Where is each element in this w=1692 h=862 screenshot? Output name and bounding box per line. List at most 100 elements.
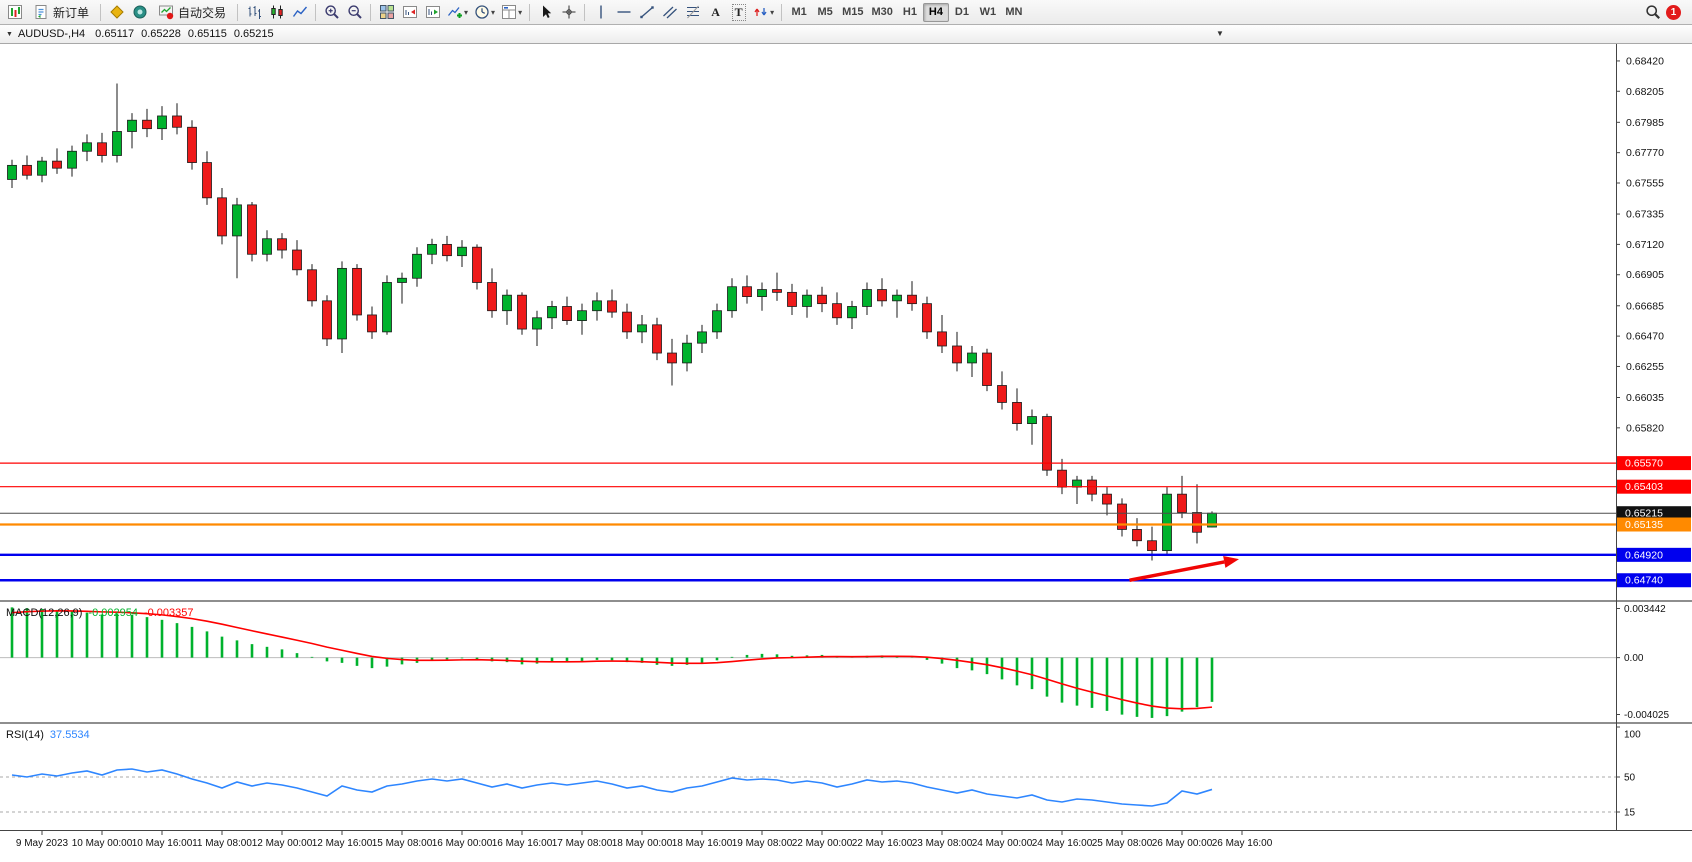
timeframe-m30[interactable]: M30 bbox=[871, 6, 893, 18]
crosshair-button[interactable] bbox=[557, 2, 580, 23]
chevron-down-icon: ▾ bbox=[491, 7, 496, 17]
svg-text:17 May 08:00: 17 May 08:00 bbox=[552, 838, 613, 849]
rsi-line bbox=[11, 768, 1213, 807]
svg-text:15: 15 bbox=[1624, 808, 1636, 819]
line-chart-button[interactable] bbox=[288, 2, 311, 23]
templates-button[interactable]: ▾ bbox=[498, 2, 525, 23]
chart-window-icon bbox=[7, 5, 22, 19]
trendline-tool[interactable] bbox=[635, 2, 658, 23]
svg-text:18 May 00:00: 18 May 00:00 bbox=[612, 838, 673, 849]
svg-text:26 May 16:00: 26 May 16:00 bbox=[1212, 838, 1273, 849]
search-button[interactable] bbox=[1641, 2, 1664, 23]
zoom-out-button[interactable] bbox=[343, 2, 366, 23]
notification-badge[interactable]: 1 bbox=[1666, 4, 1681, 20]
cursor-button[interactable] bbox=[534, 2, 557, 23]
svg-text:19 May 08:00: 19 May 08:00 bbox=[732, 838, 793, 849]
new-chart-button[interactable] bbox=[3, 2, 26, 23]
svg-text:0.66685: 0.66685 bbox=[1626, 300, 1664, 312]
svg-text:0.66035: 0.66035 bbox=[1626, 392, 1664, 404]
macd-histogram bbox=[10, 607, 1214, 718]
auto-scroll-icon bbox=[425, 6, 440, 18]
chart-symbol-period: AUDUSD-,H4 bbox=[17, 28, 86, 40]
svg-text:0.66255: 0.66255 bbox=[1626, 361, 1664, 373]
toolbar-separator bbox=[529, 3, 531, 21]
chart-shift-button[interactable] bbox=[398, 2, 421, 23]
macd-scale[interactable]: 0.003442 0.00 -0.004025 bbox=[1616, 604, 1669, 721]
zoom-in-button[interactable] bbox=[320, 2, 343, 23]
timeframe-m15[interactable]: M15 bbox=[842, 6, 864, 18]
svg-text:11 May 08:00: 11 May 08:00 bbox=[192, 838, 252, 849]
svg-text:10 May 00:00: 10 May 00:00 bbox=[72, 838, 133, 849]
trend-arrow[interactable] bbox=[1129, 556, 1240, 582]
vertical-line-icon bbox=[599, 5, 602, 19]
clock-icon bbox=[475, 5, 489, 19]
channel-tool[interactable] bbox=[658, 2, 681, 23]
zoom-out-icon bbox=[347, 5, 362, 19]
time-axis[interactable]: 9 May 2023 10 May 00:00 10 May 16:00 11 May… bbox=[16, 830, 1273, 849]
svg-text:0.65135: 0.65135 bbox=[1625, 519, 1663, 531]
price-axis[interactable]: 0.68420 0.68205 0.67985 0.67770 0.67555 0.673… bbox=[1616, 55, 1664, 434]
svg-text:26 May 00:00: 26 May 00:00 bbox=[1152, 838, 1213, 849]
timeframe-h1[interactable]: H1 bbox=[902, 6, 917, 18]
price-tag-0.65215: 0.65215 bbox=[1617, 506, 1691, 521]
fibonacci-tool[interactable] bbox=[681, 2, 704, 23]
toolbar: 新订单 自动交易 bbox=[0, 0, 1692, 25]
svg-text:12 May 16:00: 12 May 16:00 bbox=[312, 838, 373, 849]
one-click-trading-arrow-icon[interactable]: ▼ bbox=[1216, 29, 1224, 38]
timeframe-m5[interactable]: M5 bbox=[817, 6, 833, 18]
panel-divider[interactable] bbox=[0, 722, 1692, 724]
periods-button[interactable]: ▾ bbox=[471, 2, 498, 23]
horizontal-line-tool[interactable] bbox=[612, 2, 635, 23]
new-order-icon bbox=[35, 5, 47, 19]
new-order-button[interactable]: 新订单 bbox=[26, 2, 96, 23]
timeframe-mn[interactable]: MN bbox=[1005, 6, 1023, 18]
auto-scroll-button[interactable] bbox=[421, 2, 444, 23]
svg-text:50: 50 bbox=[1624, 773, 1636, 784]
svg-text:0.67555: 0.67555 bbox=[1626, 178, 1664, 190]
svg-text:22 May 00:00: 22 May 00:00 bbox=[792, 838, 853, 849]
svg-text:0.67985: 0.67985 bbox=[1626, 117, 1664, 129]
vertical-line-tool[interactable] bbox=[589, 2, 612, 23]
candlestick-icon bbox=[270, 5, 283, 19]
toolbar-separator bbox=[100, 3, 102, 21]
svg-text:23 May 08:00: 23 May 08:00 bbox=[912, 838, 973, 849]
tile-windows-icon bbox=[379, 5, 394, 19]
svg-text:24 May 00:00: 24 May 00:00 bbox=[972, 838, 1033, 849]
zoom-in-icon bbox=[324, 5, 339, 19]
svg-text:0.65215: 0.65215 bbox=[1625, 508, 1663, 520]
candlestick-chart-button[interactable] bbox=[265, 2, 288, 23]
market-button[interactable] bbox=[105, 2, 128, 23]
rsi-scale[interactable]: 100 50 15 bbox=[1616, 726, 1641, 819]
auto-trading-button[interactable]: 自动交易 bbox=[151, 2, 233, 23]
timeframe-d1[interactable]: D1 bbox=[954, 6, 969, 18]
bar-chart-button[interactable] bbox=[242, 2, 265, 23]
chart-menu-icon: ▼ bbox=[6, 30, 13, 38]
fibonacci-icon bbox=[686, 5, 699, 19]
timeframe-h4[interactable]: H4 bbox=[922, 2, 949, 22]
indicators-button[interactable]: ▾ bbox=[444, 2, 471, 23]
line-chart-icon bbox=[292, 6, 307, 17]
svg-text:0.67120: 0.67120 bbox=[1626, 239, 1664, 251]
price-tag-0.65403: 0.65403 bbox=[1617, 479, 1691, 494]
text-label-tool[interactable]: T bbox=[727, 2, 750, 23]
toolbar-separator bbox=[370, 3, 372, 21]
svg-text:0.67335: 0.67335 bbox=[1626, 209, 1664, 221]
svg-text:0.64740: 0.64740 bbox=[1625, 575, 1663, 587]
community-button[interactable] bbox=[128, 2, 151, 23]
tile-windows-button[interactable] bbox=[375, 2, 398, 23]
svg-text:22 May 16:00: 22 May 16:00 bbox=[852, 838, 913, 849]
text-tool[interactable]: A bbox=[704, 2, 727, 23]
svg-text:24 May 16:00: 24 May 16:00 bbox=[1032, 838, 1093, 849]
timeframe-m1[interactable]: M1 bbox=[791, 6, 807, 18]
panel-divider[interactable] bbox=[0, 600, 1692, 602]
svg-text:0.00: 0.00 bbox=[1624, 653, 1644, 664]
cursor-icon bbox=[542, 5, 551, 18]
svg-text:0.003442: 0.003442 bbox=[1624, 604, 1666, 615]
timeframe-w1[interactable]: W1 bbox=[979, 6, 997, 18]
template-icon bbox=[502, 5, 517, 19]
price-tag-0.64740: 0.64740 bbox=[1617, 573, 1691, 588]
indicators-icon bbox=[448, 7, 463, 18]
arrows-tool[interactable]: ▾ bbox=[750, 2, 777, 23]
chart-canvas[interactable]: 0.68420 0.68205 0.67985 0.67770 0.67555 0.673… bbox=[0, 44, 1692, 862]
